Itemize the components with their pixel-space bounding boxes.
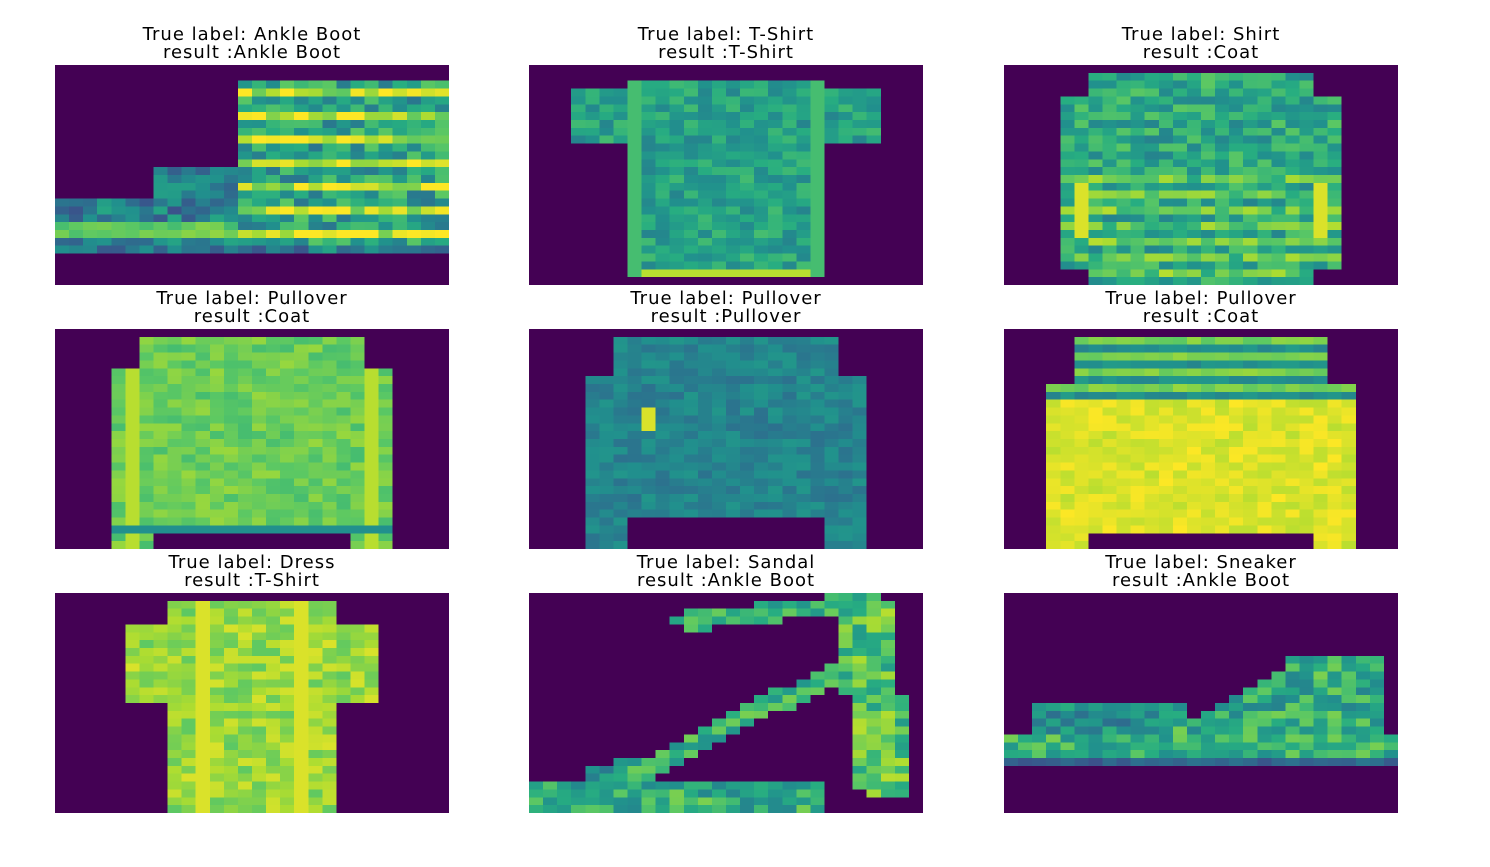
true-label-text: True label: Shirt — [1121, 24, 1281, 45]
true-label-text: True label: Pullover — [156, 288, 348, 309]
true-label-text: True label: Ankle Boot — [142, 24, 362, 45]
sandal-image — [529, 593, 923, 813]
result-text: result :Ankle Boot — [1111, 570, 1291, 591]
shirt-image-canvas — [1004, 65, 1398, 285]
pullover-1-image-canvas — [55, 329, 449, 549]
true-label-text: True label: Sandal — [636, 552, 816, 573]
panel-caption: True label: Pullover result :Coat — [55, 290, 449, 326]
true-label-text: True label: T-Shirt — [637, 24, 815, 45]
result-text: result :Coat — [193, 306, 311, 327]
ankle-boot-image-canvas — [55, 65, 449, 285]
sandal-image-canvas — [529, 593, 923, 813]
pullover-3-image-canvas — [1004, 329, 1398, 549]
sneaker-image — [1004, 593, 1398, 813]
panel-caption: True label: Pullover result :Coat — [1004, 290, 1398, 326]
t-shirt-image-canvas — [529, 65, 923, 285]
panel-caption: True label: Shirt result :Coat — [1004, 26, 1398, 62]
pullover-2-image-canvas — [529, 329, 923, 549]
panel-caption: True label: T-Shirt result :T-Shirt — [529, 26, 923, 62]
result-text: result :Coat — [1142, 42, 1260, 63]
result-text: result :T-Shirt — [184, 570, 320, 591]
true-label-text: True label: Pullover — [630, 288, 822, 309]
result-text: result :Ankle Boot — [162, 42, 342, 63]
sneaker-image-canvas — [1004, 593, 1398, 813]
result-text: result :Pullover — [650, 306, 802, 327]
panel-caption: True label: Sandal result :Ankle Boot — [529, 554, 923, 590]
pullover-3-image — [1004, 329, 1398, 549]
dress-image-canvas — [55, 593, 449, 813]
result-text: result :T-Shirt — [658, 42, 794, 63]
true-label-text: True label: Sneaker — [1105, 552, 1297, 573]
dress-image — [55, 593, 449, 813]
true-label-text: True label: Dress — [168, 552, 336, 573]
panel-caption: True label: Ankle Boot result :Ankle Boo… — [55, 26, 449, 62]
panel-caption: True label: Pullover result :Pullover — [529, 290, 923, 326]
ankle-boot-image — [55, 65, 449, 285]
panel-caption: True label: Sneaker result :Ankle Boot — [1004, 554, 1398, 590]
result-text: result :Ankle Boot — [636, 570, 816, 591]
shirt-image — [1004, 65, 1398, 285]
t-shirt-image — [529, 65, 923, 285]
result-text: result :Coat — [1142, 306, 1260, 327]
pullover-1-image — [55, 329, 449, 549]
true-label-text: True label: Pullover — [1105, 288, 1297, 309]
pullover-2-image — [529, 329, 923, 549]
panel-caption: True label: Dress result :T-Shirt — [55, 554, 449, 590]
